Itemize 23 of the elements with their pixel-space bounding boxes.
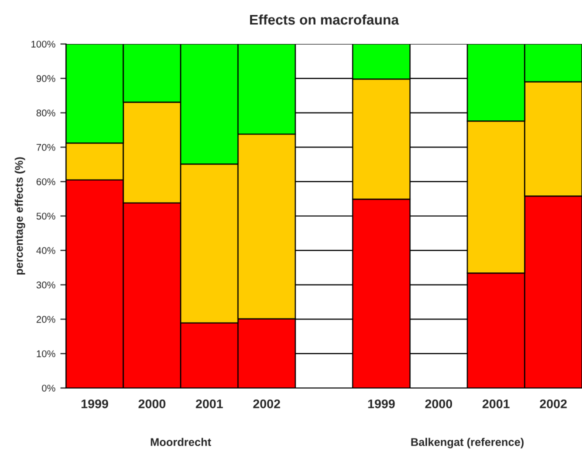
y-axis-title: percentage effects (%) xyxy=(14,157,26,275)
y-tick-label: 10% xyxy=(36,350,56,358)
x-tick-label: 1999 xyxy=(368,399,395,408)
y-tick-label: 60% xyxy=(36,178,56,186)
chart-title: Effects on macrofauna xyxy=(250,14,399,25)
x-tick-label: 2002 xyxy=(540,399,567,408)
y-tick-label: 90% xyxy=(36,75,56,82)
text: Moordrecht xyxy=(150,438,212,446)
y-tick-label: 40% xyxy=(36,247,56,254)
y-tick-label: 80% xyxy=(36,110,56,116)
y-tick-label: 50% xyxy=(36,212,56,220)
x-tick-label: 2001 xyxy=(196,399,223,408)
x-tick-label: 2002 xyxy=(253,399,280,408)
y-tick-label: 0% xyxy=(42,384,56,392)
x-tick-label: 1999 xyxy=(82,399,108,408)
y-tick-label: 30% xyxy=(36,282,56,288)
y-tick-label: 20% xyxy=(36,316,56,323)
x-tick-label: 2000 xyxy=(425,399,452,408)
x-tick-label: 2000 xyxy=(138,399,166,408)
y-tick-label: 100% xyxy=(31,40,56,48)
y-tick-label: 70% xyxy=(36,144,56,151)
x-tick-label: 2001 xyxy=(482,399,510,408)
text: Balkengat (reference) xyxy=(411,438,524,448)
